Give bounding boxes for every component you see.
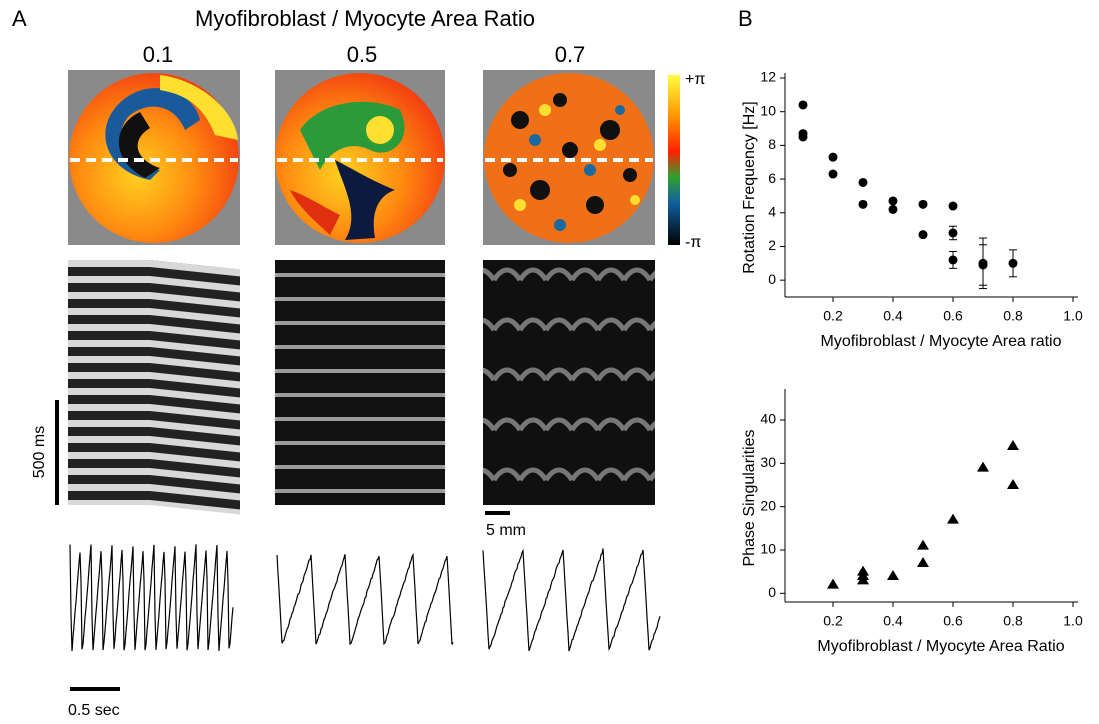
y-tick-label: 12	[760, 69, 776, 85]
point	[917, 557, 929, 567]
trace	[482, 548, 661, 652]
point	[827, 578, 839, 589]
point	[918, 230, 928, 240]
ratio-label: 0.5	[347, 42, 378, 67]
y-tick-label: 0	[768, 584, 776, 600]
point	[918, 199, 928, 209]
point	[857, 574, 869, 585]
point	[1007, 479, 1019, 489]
x-tick-label: 0.8	[1003, 308, 1023, 324]
x-tick-label: 0.2	[823, 308, 843, 324]
point	[888, 196, 898, 206]
y-tick-label: 10	[760, 102, 776, 118]
colorbar	[668, 75, 680, 245]
y-tick-label: 6	[768, 170, 776, 186]
x-tick-label: 0.6	[943, 613, 963, 629]
y-tick-label: 2	[768, 237, 776, 253]
y-tick-label: 0	[768, 271, 776, 287]
point	[828, 169, 838, 179]
point	[977, 461, 989, 472]
y-tick-label: 40	[760, 411, 776, 427]
point	[798, 100, 808, 110]
x-tick-label: 0.4	[883, 613, 903, 629]
x-axis-label: Myofibroblast / Myocyte Area Ratio	[817, 638, 1064, 655]
panel-title: Myofibroblast / Myocyte Area Ratio	[195, 6, 535, 31]
point	[828, 152, 838, 162]
trace	[276, 552, 454, 646]
kymograph	[275, 260, 445, 505]
x-tick-label: 0.4	[883, 308, 903, 324]
colorbar-label: +π	[685, 71, 705, 88]
phase-map	[68, 70, 240, 245]
x-tick-label: 0.6	[943, 308, 963, 324]
phase-map	[483, 70, 655, 245]
point	[887, 570, 899, 580]
point	[917, 539, 929, 550]
y-tick-label: 8	[768, 136, 776, 152]
point	[1007, 440, 1019, 450]
ratio-label: 0.1	[143, 42, 174, 67]
point	[948, 228, 958, 238]
y-axis-label: Phase Singularities	[741, 430, 758, 567]
x-tick-label: 0.2	[823, 613, 843, 629]
scale-label: 5 mm	[486, 522, 526, 539]
trace	[69, 544, 234, 652]
colorbar-label: -π	[685, 234, 701, 251]
kymograph	[68, 260, 240, 515]
point	[798, 132, 808, 142]
y-tick-label: 4	[768, 203, 776, 219]
scale-label: 0.5 sec	[68, 702, 120, 719]
y-tick-label: 20	[760, 497, 776, 513]
y-tick-label: 10	[760, 541, 776, 557]
point	[948, 255, 958, 265]
ratio-label: 0.7	[555, 42, 586, 67]
x-tick-label: 0.8	[1003, 613, 1023, 629]
point	[1008, 258, 1018, 268]
scale-label: 500 ms	[31, 426, 48, 478]
point	[858, 177, 868, 187]
x-axis-label: Myofibroblast / Myocyte Area ratio	[821, 333, 1062, 350]
y-tick-label: 30	[760, 454, 776, 470]
traces	[69, 544, 661, 652]
point	[858, 199, 868, 209]
panel-label: A	[12, 6, 27, 31]
point	[888, 204, 898, 214]
kymograph	[483, 260, 655, 505]
phase-map	[275, 70, 445, 245]
x-tick-label: 1.0	[1063, 613, 1083, 629]
point	[978, 260, 988, 270]
point	[947, 513, 959, 524]
panel-label: B	[738, 6, 753, 31]
x-tick-label: 1.0	[1063, 308, 1083, 324]
point	[948, 201, 958, 211]
y-axis-label: Rotation Frequency [Hz]	[741, 101, 758, 274]
